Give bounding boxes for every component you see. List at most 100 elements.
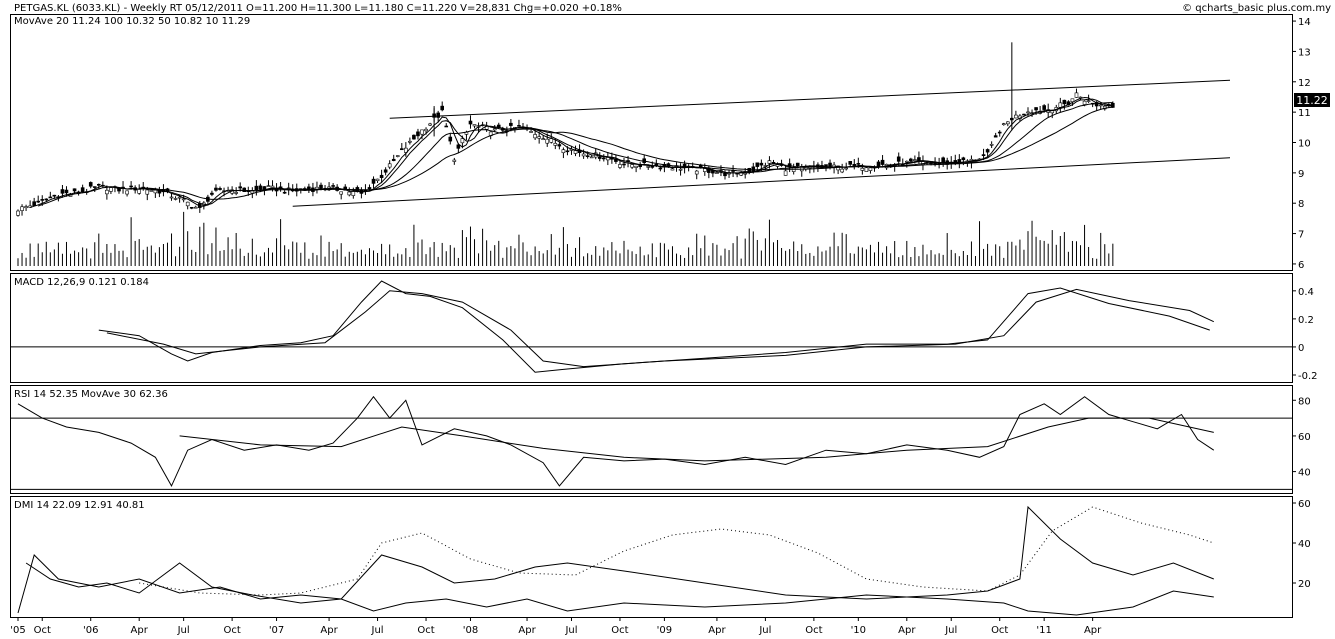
candle-body (606, 157, 610, 161)
candle-body (1001, 123, 1006, 125)
candle-body (169, 196, 174, 199)
candle-body (436, 112, 440, 118)
price-axis-tick-label: 7 (1298, 230, 1304, 241)
price-axis-tick-label: 12 (1298, 78, 1311, 89)
price-axis-tick-label: 8 (1298, 199, 1304, 210)
last-price-label: 11.22 (1296, 94, 1328, 107)
x-tick-label: Apr (898, 625, 916, 636)
candle-body (961, 157, 966, 161)
dmi-panel (10, 496, 1293, 618)
candle-body (537, 136, 541, 139)
candle-body (985, 149, 990, 153)
candle-body (509, 122, 513, 126)
candle-body (234, 192, 238, 194)
candle-body (351, 190, 356, 196)
candle-body (242, 187, 247, 192)
candle-body (452, 159, 457, 162)
candle-body (670, 168, 675, 171)
candle-body (64, 189, 69, 194)
candle-body (282, 191, 287, 194)
rsi-axis-tick-label: 80 (1298, 396, 1311, 407)
candle-body (371, 178, 376, 184)
candle-body (177, 196, 182, 199)
rsi-series: 40 60 80 (11, 395, 1311, 490)
candle-body (343, 186, 348, 191)
candle-body (913, 159, 917, 161)
dmi-line (25, 505, 1214, 604)
candle-body (420, 129, 424, 135)
candle-body (210, 192, 214, 195)
candle-body (181, 198, 186, 201)
candle-body (1062, 99, 1067, 105)
candle-body (715, 172, 719, 174)
candle-body (557, 144, 562, 147)
candle-body (1086, 100, 1091, 102)
candle-body (1098, 104, 1103, 107)
candle-body (315, 186, 319, 190)
macd-line (106, 288, 1215, 368)
price-axis-tick-label: 6 (1298, 260, 1304, 271)
candle-body (630, 164, 634, 168)
candle-body (40, 199, 45, 201)
candle-body (125, 190, 129, 195)
candle-body (456, 144, 461, 149)
candle-body (880, 159, 885, 165)
movave-label: MovAve 20 11.24 100 10.32 50 10.82 10 11… (14, 16, 250, 27)
candle-body (1058, 102, 1063, 108)
candle-body (997, 131, 1002, 134)
x-tick-label: Oct (417, 625, 434, 636)
candle-body (1074, 92, 1079, 98)
macd-panel (10, 273, 1293, 383)
candle-body (1034, 107, 1038, 111)
candle-body (379, 174, 384, 178)
candle-body (553, 142, 558, 146)
chart-title: PETGAS.KL (6033.KL) - Weekly RT 05/12/20… (14, 3, 622, 14)
candle-body (32, 201, 36, 206)
candle-body (868, 167, 873, 171)
x-tick-label: Apr (1084, 625, 1102, 636)
candle-body (618, 164, 622, 168)
candle-body (266, 185, 271, 187)
price-axis-tick-label: 10 (1298, 139, 1311, 150)
candle-body (97, 183, 101, 186)
candle-body (72, 188, 77, 192)
candle-body (658, 167, 663, 170)
x-tick-label: Apr (131, 625, 149, 636)
macd-axis-tick-label: 0 (1298, 343, 1304, 354)
candle-body (391, 158, 396, 161)
candle-body (1026, 111, 1030, 114)
dmi-axis-tick-label: 60 (1298, 499, 1311, 510)
x-tick-label: '05 (10, 625, 25, 636)
rsi-axis-tick-label: 40 (1298, 468, 1311, 479)
price-axis-tick-label: 14 (1298, 17, 1311, 28)
candle-body (105, 189, 109, 195)
candle-body (767, 160, 772, 164)
candle-body (909, 158, 913, 162)
x-tick-label: Jul (371, 625, 384, 636)
candle-body (238, 186, 242, 189)
x-tick-label: Oct (991, 625, 1008, 636)
candle-body (20, 206, 24, 211)
candle-body (492, 128, 497, 131)
candle-body (412, 134, 416, 140)
candle-body (856, 163, 861, 165)
candle-body (189, 207, 194, 209)
candle-body (981, 154, 986, 156)
axes: '05 Oct '06 Apr Jul Oct '07 Apr Jul Oct '08 Apr Jul O… (10, 617, 1102, 636)
candle-body (444, 125, 449, 128)
candle-body (468, 120, 473, 125)
rsi-label: RSI 14 52.35 MovAve 30 62.36 (14, 389, 168, 400)
candle-body (840, 168, 844, 173)
candle-body (383, 169, 388, 173)
candle-body (339, 191, 344, 195)
x-tick-label: Jul (564, 625, 577, 636)
x-tick-label: '10 (851, 625, 866, 636)
candle-body (589, 156, 594, 159)
candle-body (601, 157, 606, 160)
price-series: 6 7 8 9 10 11 12 13 14 (16, 17, 1311, 271)
rsi-line (17, 395, 1215, 488)
candle-body (634, 165, 638, 168)
x-tick-label: '11 (1036, 625, 1051, 636)
candle-body (678, 168, 683, 171)
candle-body (88, 182, 93, 187)
